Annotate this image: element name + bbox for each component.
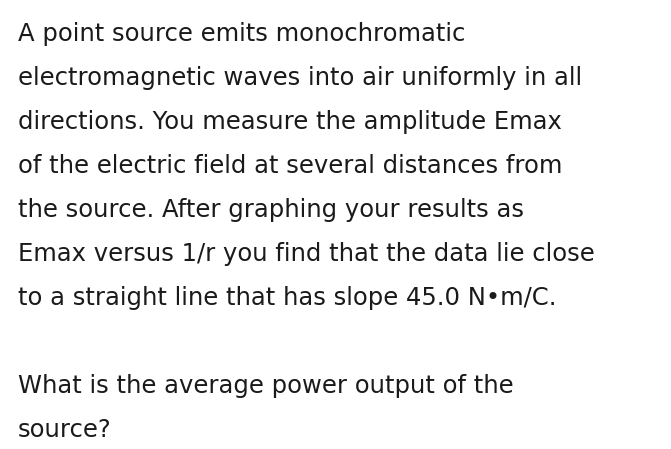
Text: electromagnetic waves into air uniformly in all: electromagnetic waves into air uniformly… [18,66,582,90]
Text: source?: source? [18,418,112,442]
Text: to a straight line that has slope 45.0 N•m/C.: to a straight line that has slope 45.0 N… [18,286,556,310]
Text: Emax versus 1/r you find that the data lie close: Emax versus 1/r you find that the data l… [18,242,595,266]
Text: of the electric field at several distances from: of the electric field at several distanc… [18,154,562,178]
Text: A point source emits monochromatic: A point source emits monochromatic [18,22,466,46]
Text: What is the average power output of the: What is the average power output of the [18,374,513,398]
Text: the source. After graphing your results as: the source. After graphing your results … [18,198,524,222]
Text: directions. You measure the amplitude Emax: directions. You measure the amplitude Em… [18,110,562,134]
